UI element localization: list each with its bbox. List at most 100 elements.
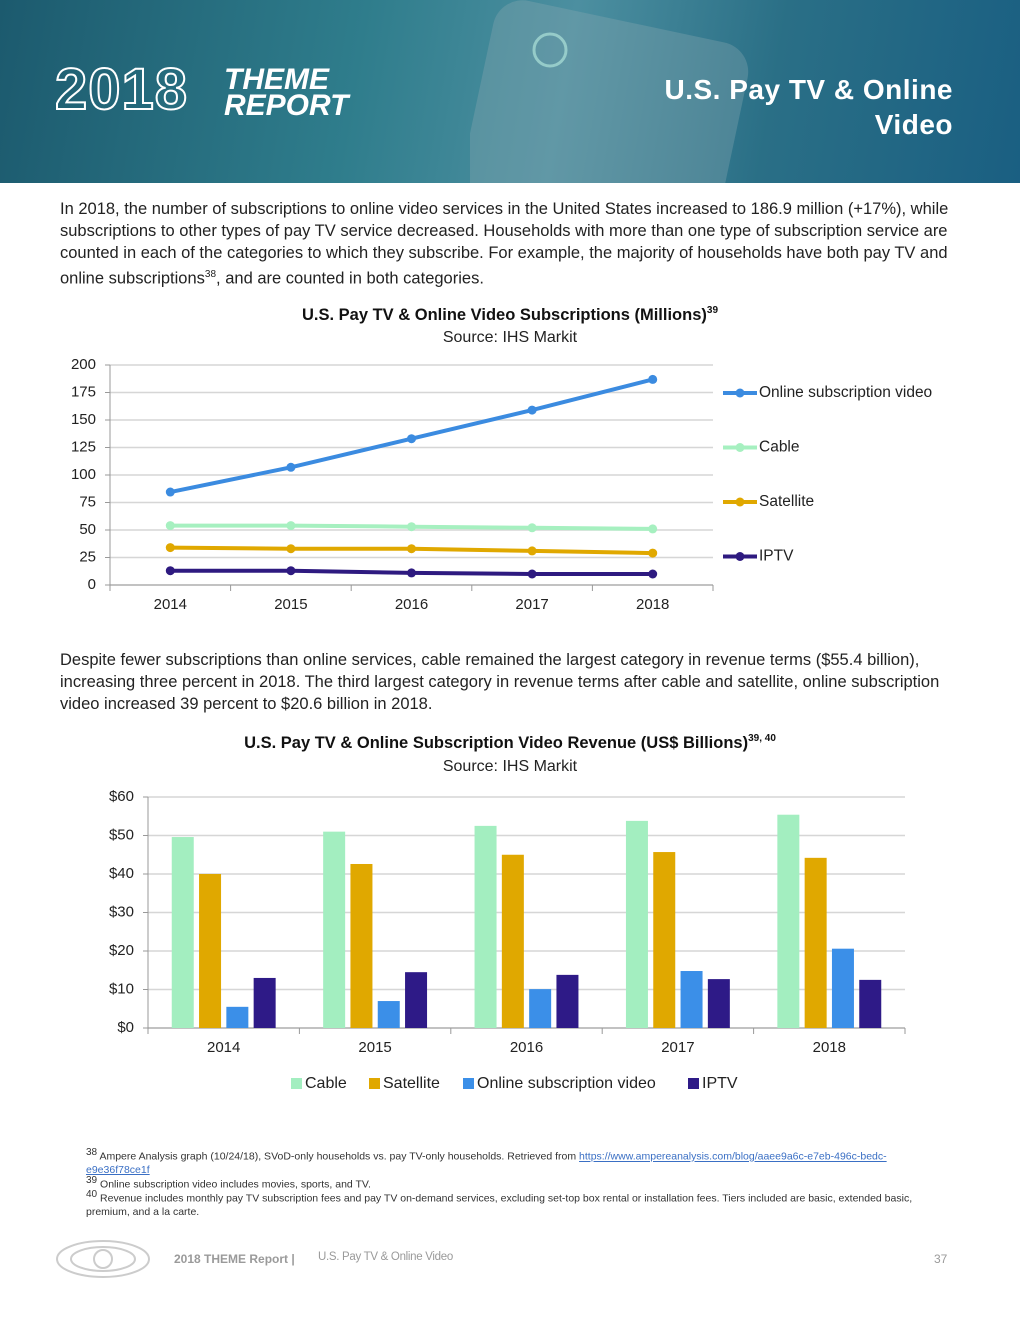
text: In 2018, the number of subscriptions to … xyxy=(60,200,949,288)
line-chart: U.S. Pay TV & Online Video Subscriptions… xyxy=(71,305,932,613)
bar-chart: U.S. Pay TV & Online Subscription Video … xyxy=(109,733,906,1092)
y-tick-label: $30 xyxy=(109,903,134,920)
point xyxy=(648,524,658,534)
bar xyxy=(323,831,346,1028)
footnote-num: 38 xyxy=(86,1147,98,1158)
point xyxy=(407,522,416,532)
footnote-num: 39 xyxy=(86,1175,98,1186)
y-tick-label: 150 xyxy=(71,411,96,428)
remote-graphic xyxy=(470,0,749,183)
text: , and are counted in both categories. xyxy=(216,269,484,288)
logo-word: THEME xyxy=(224,63,329,96)
y-tick-label: $10 xyxy=(109,980,134,997)
bar xyxy=(171,837,194,1028)
bar xyxy=(377,1001,400,1028)
chart-title: U.S. Pay TV & Online Subscription Video … xyxy=(244,733,776,753)
y-tick-label: 200 xyxy=(71,356,96,373)
point xyxy=(527,569,537,579)
header: 2018 THEME REPORT U.S. Pay TV & Online V… xyxy=(0,0,1020,183)
point xyxy=(527,546,537,556)
legend-marker xyxy=(735,552,745,561)
y-tick-label: 175 xyxy=(71,383,96,400)
x-tick-label: 2016 xyxy=(510,1039,543,1056)
x-tick-label: 2018 xyxy=(813,1039,846,1056)
x-tick-label: 2017 xyxy=(661,1039,694,1056)
y-tick-label: 100 xyxy=(71,466,96,483)
legend-swatch xyxy=(463,1078,474,1089)
paragraph: In 2018, the number of subscriptions to … xyxy=(60,198,960,290)
legend-marker xyxy=(735,443,745,452)
bar xyxy=(529,989,552,1028)
title-text: U.S. Pay TV & Online Video Subscriptions… xyxy=(302,306,707,324)
legend-swatch xyxy=(291,1078,302,1089)
y-tick-label: $20 xyxy=(109,942,134,959)
x-tick-label: 2015 xyxy=(274,596,307,613)
y-tick-label: $60 xyxy=(109,788,134,805)
footer-logo xyxy=(56,1240,150,1278)
bar xyxy=(777,814,800,1028)
bar xyxy=(556,974,579,1028)
title-ref: 39, 40 xyxy=(748,733,776,744)
x-tick-label: 2018 xyxy=(636,596,669,613)
logo-word: REPORT xyxy=(224,89,349,122)
title-ref: 39 xyxy=(707,305,719,316)
legend-label: Cable xyxy=(305,1075,347,1092)
chart-title: U.S. Pay TV & Online Video Subscriptions… xyxy=(302,305,718,325)
y-tick-label: 0 xyxy=(88,576,96,593)
point xyxy=(165,487,175,497)
page-title: U.S. Pay TV & Online Video xyxy=(664,74,953,140)
legend-label: IPTV xyxy=(759,548,794,565)
footnote-num: 40 xyxy=(86,1189,98,1200)
bar xyxy=(707,979,730,1028)
bar xyxy=(226,1006,249,1028)
title-text: U.S. Pay TV & Online Subscription Video … xyxy=(244,734,748,752)
legend-marker xyxy=(735,388,745,398)
legend-label: Cable xyxy=(759,439,800,456)
bar xyxy=(501,854,524,1028)
footnote-ref: 38 xyxy=(204,269,217,280)
y-tick-label: 50 xyxy=(79,521,96,538)
y-tick-label: 125 xyxy=(71,438,96,455)
legend-label: Online subscription video xyxy=(477,1075,656,1092)
link[interactable]: https://www.ampereanalysis.com/blog/aaee… xyxy=(86,1150,887,1176)
x-tick-label: 2014 xyxy=(207,1039,240,1056)
legend-label: IPTV xyxy=(702,1075,738,1092)
y-tick-label: 25 xyxy=(79,548,96,565)
x-tick-label: 2016 xyxy=(395,596,428,613)
legend-label: Satellite xyxy=(383,1075,440,1092)
text: Revenue includes monthly pay TV subscrip… xyxy=(86,1192,913,1218)
bar xyxy=(680,971,703,1028)
point xyxy=(527,523,537,533)
point xyxy=(407,568,416,578)
footer-section: U.S. Pay TV & Online Video xyxy=(318,1251,453,1263)
point xyxy=(165,521,175,531)
footnote: 40 Revenue includes monthly pay TV subsc… xyxy=(86,1188,936,1219)
text: Online subscription video includes movie… xyxy=(100,1178,371,1191)
point xyxy=(648,374,658,384)
y-tick-label: 75 xyxy=(79,493,96,510)
point xyxy=(648,569,658,579)
footer-brand: 2018 THEME Report | xyxy=(174,1252,295,1266)
logo-year: 2018 xyxy=(54,56,189,123)
point xyxy=(165,566,175,576)
x-tick-label: 2017 xyxy=(515,596,548,613)
text: Ampere Analysis graph (10/24/18), SVoD-o… xyxy=(99,1150,580,1163)
bar xyxy=(405,972,428,1028)
y-tick-label: $50 xyxy=(109,826,134,843)
bar xyxy=(253,977,276,1028)
point xyxy=(407,544,416,554)
y-tick-label: $40 xyxy=(109,865,134,882)
chart-subtitle: Source: IHS Markit xyxy=(443,758,578,775)
bar xyxy=(474,825,497,1028)
point xyxy=(286,566,296,576)
point xyxy=(286,544,296,554)
point xyxy=(286,462,296,472)
x-tick-label: 2014 xyxy=(154,596,187,613)
legend-swatch xyxy=(688,1078,699,1089)
point xyxy=(527,405,537,415)
point xyxy=(165,543,175,553)
legend-label: Satellite xyxy=(759,493,814,510)
point xyxy=(648,548,658,558)
bar xyxy=(653,852,676,1028)
